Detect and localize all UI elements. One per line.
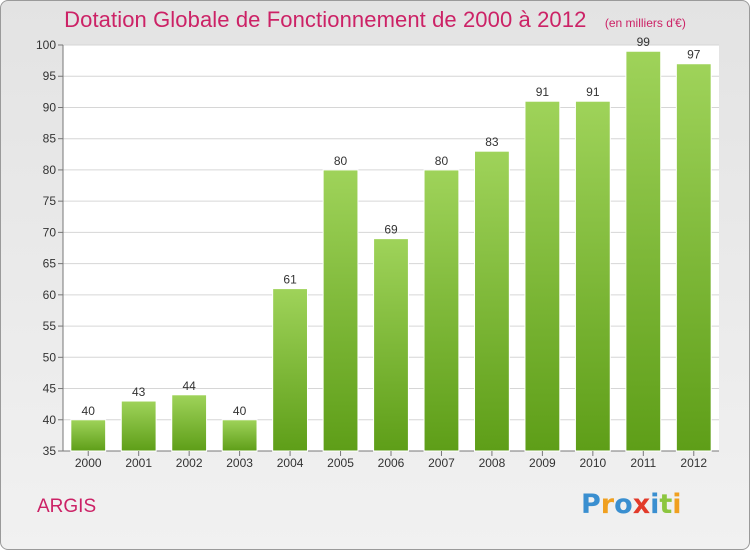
x-tick-label-2002: 2002 [176,456,203,470]
logo-letter: i [650,489,660,520]
data-label-2006: 69 [384,223,398,237]
x-tick-label-2010: 2010 [579,456,606,470]
y-tick-label: 90 [43,100,57,114]
x-tick-label-2000: 2000 [75,456,102,470]
data-label-2007: 80 [435,154,449,168]
y-tick-label: 40 [43,413,57,427]
y-tick-label: 70 [43,225,57,239]
x-tick-label-2001: 2001 [125,456,152,470]
bar-2010 [574,100,611,452]
x-tick-label-2007: 2007 [428,456,455,470]
y-tick-label: 50 [43,350,57,364]
data-label-2012: 97 [687,48,701,62]
data-label-2003: 40 [233,404,247,418]
y-tick-label: 45 [43,382,57,396]
logo-letter: P [581,489,601,520]
bar-2003 [221,419,258,452]
chart-unit: (en milliers d'€) [604,16,686,30]
bar-2002 [171,394,208,452]
y-tick-label: 65 [43,257,57,271]
data-label-2009: 91 [536,85,550,99]
x-tick-label-2005: 2005 [327,456,354,470]
data-label-2001: 43 [132,385,146,399]
bar-2009 [524,100,561,452]
logo-letter: r [600,489,615,520]
logo-letter: o [614,489,633,520]
proxiti-logo[interactable]: Proxiti [581,489,682,523]
y-tick-label: 55 [43,319,57,333]
y-tick-label: 35 [43,444,57,458]
commune-name: ARGIS [37,496,97,517]
chart-title: Dotation Globale de Fonctionnement de 20… [64,7,587,32]
bar-2004 [272,288,308,452]
data-label-2004: 61 [283,273,297,287]
y-tick-label: 75 [43,194,57,208]
data-label-2005: 80 [334,154,348,168]
y-tick-label: 100 [36,38,56,52]
x-tick-label-2006: 2006 [378,456,405,470]
y-tick-label: 60 [43,288,57,302]
y-tick-label: 95 [43,69,57,83]
title-row: Dotation Globale de Fonctionnement de 20… [1,7,749,41]
y-tick-label: 80 [43,163,57,177]
data-label-2000: 40 [82,404,96,418]
x-tick-label-2003: 2003 [226,456,253,470]
data-label-2011: 99 [637,35,651,49]
bar-2008 [474,150,510,452]
data-label-2002: 44 [182,379,196,393]
bar-2000 [70,419,107,452]
bar-2012 [675,63,712,452]
x-tick-label-2009: 2009 [529,456,556,470]
bar-2006 [373,238,409,452]
logo-letter: t [659,489,673,520]
logo-letter: i [672,489,682,520]
x-tick-label-2004: 2004 [277,456,304,470]
bar-2011 [625,50,662,452]
bar-2007 [423,169,460,452]
x-tick-label-2008: 2008 [479,456,506,470]
x-tick-label-2012: 2012 [680,456,707,470]
logo-letter: x [632,489,651,520]
data-label-2008: 83 [485,135,499,149]
bar-2005 [322,169,359,452]
x-tick-label-2011: 2011 [630,456,656,470]
bar-2001 [120,400,157,452]
data-label-2010: 91 [586,85,600,99]
y-tick-label: 85 [43,132,57,146]
